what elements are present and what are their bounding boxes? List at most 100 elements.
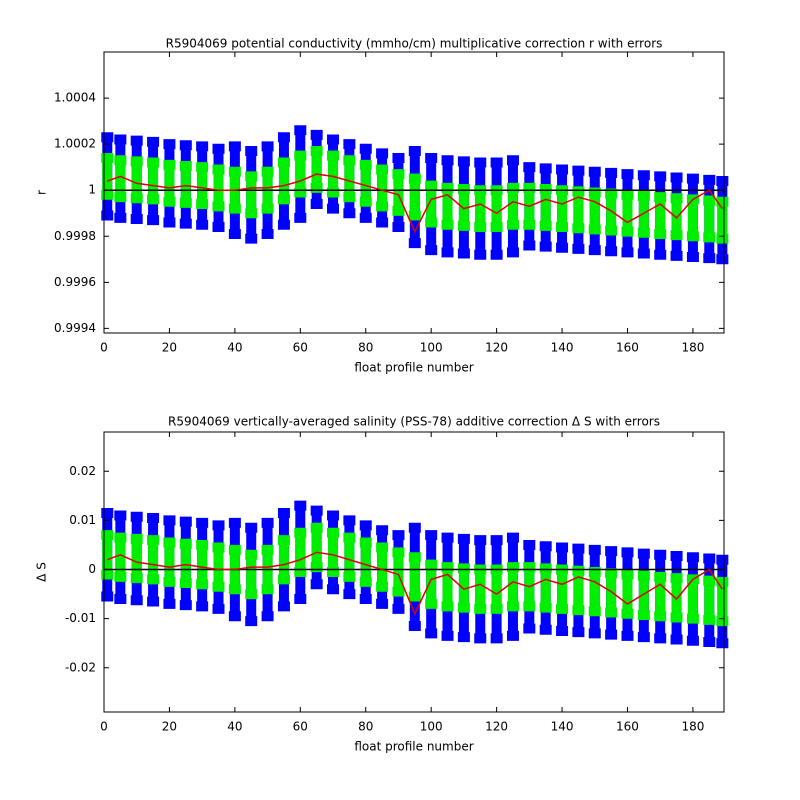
inner-error-bar (474, 185, 487, 233)
inner-error-bar (457, 184, 470, 231)
x-tick-label: 80 (358, 341, 373, 355)
y-tick-label: 0.9998 (54, 229, 96, 243)
inner-error-bar (556, 185, 569, 233)
inner-error-bar (490, 185, 503, 233)
y-tick-label: -0.02 (65, 660, 96, 674)
x-tick-label: 100 (420, 720, 443, 734)
inner-error-bar (637, 190, 650, 238)
inner-error-bar (196, 162, 209, 210)
y-tick-label: 0 (88, 562, 96, 576)
inner-error-bar (245, 171, 258, 219)
inner-error-bar (506, 182, 519, 230)
y-axis-label: r (35, 190, 49, 195)
inner-error-bar (359, 159, 372, 207)
axes-frame (103, 431, 725, 713)
inner-error-bar (539, 184, 552, 231)
chart-title: R5904069 vertically-averaged salinity (P… (168, 415, 660, 429)
inner-error-bar (588, 567, 601, 617)
inner-error-bar (343, 532, 356, 582)
inner-error-bar (474, 564, 487, 614)
y-tick-label: 1.0002 (54, 137, 96, 151)
x-tick-label: 60 (293, 720, 308, 734)
inner-error-bar (101, 530, 114, 580)
y-tick-label: 0.9996 (54, 275, 96, 289)
inner-error-bar (408, 552, 421, 602)
x-tick-label: 160 (616, 720, 639, 734)
inner-error-bar (605, 188, 618, 236)
inner-error-bar (703, 575, 716, 625)
inner-error-bar (621, 569, 634, 619)
chart-title: R5904069 potential conductivity (mmho/cm… (166, 37, 663, 51)
x-axis-label: float profile number (354, 740, 473, 754)
inner-error-bar (147, 535, 160, 585)
inner-error-bar (539, 563, 552, 613)
x-tick-label: 40 (227, 720, 242, 734)
x-tick-label: 20 (162, 341, 177, 355)
inner-error-bar (327, 527, 340, 577)
correction-line (107, 173, 723, 234)
inner-error-bar (310, 522, 323, 573)
inner-error-bar (212, 542, 225, 592)
axes-frame (103, 51, 725, 334)
x-tick-label: 120 (485, 720, 508, 734)
inner-error-bar (163, 159, 176, 207)
y-tick-label: 0.9994 (54, 321, 96, 335)
inner-error-bar (294, 150, 307, 198)
x-axis-label: float profile number (354, 361, 473, 375)
x-tick-label: 60 (293, 341, 308, 355)
x-tick-label: 0 (100, 720, 108, 734)
x-tick-label: 140 (551, 341, 574, 355)
x-tick-label: 140 (551, 720, 574, 734)
x-tick-label: 120 (485, 341, 508, 355)
inner-error-bar (130, 533, 143, 584)
inner-error-bar (343, 155, 356, 203)
inner-error-bar (637, 570, 650, 620)
inner-error-bar (670, 573, 683, 623)
inner-error-bar (212, 164, 225, 212)
y-tick-label: 1 (88, 183, 96, 197)
inner-error-bar (327, 150, 340, 198)
y-tick-label: -0.01 (65, 611, 96, 625)
inner-error-bar (163, 537, 176, 587)
inner-error-bar (147, 157, 160, 205)
inner-error-bar (277, 157, 290, 205)
inner-error-bar (245, 549, 258, 600)
x-tick-label: 100 (420, 341, 443, 355)
inner-error-bar (621, 189, 634, 237)
inner-error-bar (359, 537, 372, 587)
inner-error-bar (392, 169, 405, 216)
inner-error-bar (392, 547, 405, 597)
inner-error-bar (310, 146, 323, 193)
x-tick-label: 180 (681, 341, 704, 355)
inner-error-bar (457, 563, 470, 613)
inner-error-bar (179, 538, 192, 589)
inner-error-bar (703, 195, 716, 243)
inner-error-bar (605, 568, 618, 618)
x-tick-label: 80 (358, 720, 373, 734)
inner-error-bar (441, 562, 454, 612)
inner-error-bar (408, 173, 421, 221)
inner-error-bar (277, 535, 290, 585)
inner-error-bar (114, 532, 127, 582)
correction-line (107, 551, 723, 616)
inner-error-bar (506, 562, 519, 612)
inner-error-bar (376, 542, 389, 592)
inner-error-bar (425, 180, 438, 228)
inner-error-bar (196, 539, 209, 590)
inner-error-bar (101, 152, 114, 200)
inner-error-bar (114, 155, 127, 203)
x-tick-label: 20 (162, 720, 177, 734)
x-tick-label: 0 (100, 341, 108, 355)
inner-error-bar (670, 193, 683, 241)
inner-error-bar (490, 564, 503, 614)
x-tick-label: 40 (227, 341, 242, 355)
inner-error-bar (588, 187, 601, 235)
y-tick-label: 0.01 (69, 513, 96, 527)
inner-error-bar (425, 559, 438, 609)
y-axis-label: Δ S (35, 562, 49, 582)
inner-error-bar (376, 164, 389, 212)
inner-error-bar (556, 564, 569, 614)
inner-error-bar (716, 196, 729, 244)
y-tick-label: 1.0004 (54, 91, 96, 105)
